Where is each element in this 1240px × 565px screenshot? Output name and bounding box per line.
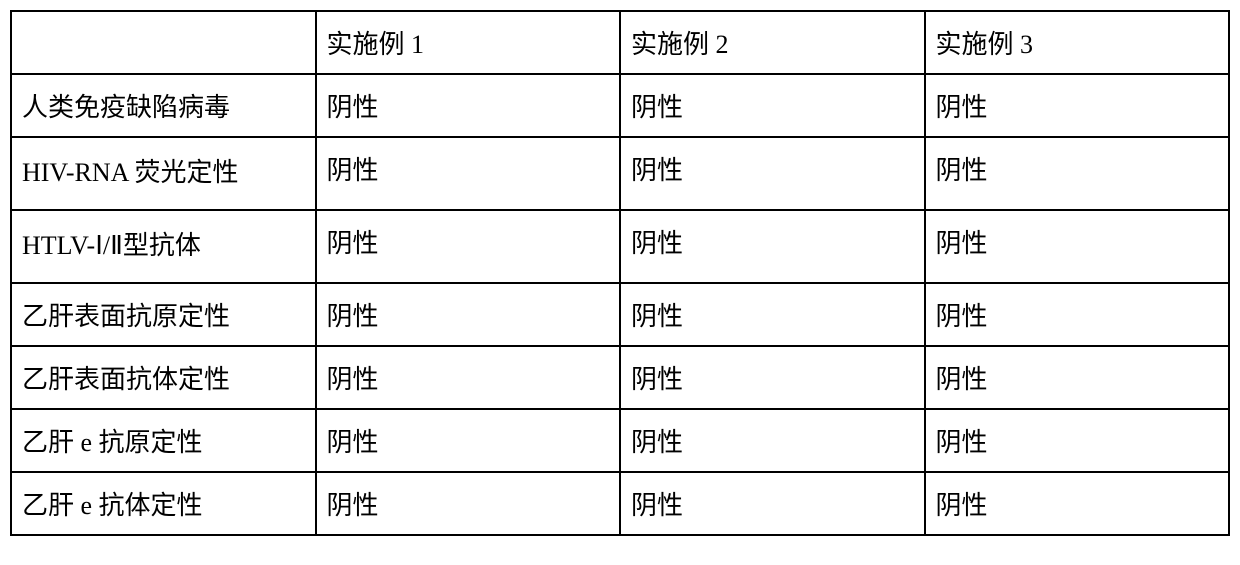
row-value: 阴性 <box>925 283 1230 346</box>
table-row: 乙肝表面抗体定性 阴性 阴性 阴性 <box>11 346 1229 409</box>
row-value: 阴性 <box>316 283 621 346</box>
row-label: HTLV-Ⅰ/Ⅱ型抗体 <box>11 210 316 283</box>
row-value: 阴性 <box>316 210 621 283</box>
table-body: 实施例 1 实施例 2 实施例 3 人类免疫缺陷病毒 阴性 阴性 阴性 HIV-… <box>11 11 1229 535</box>
row-label: 乙肝表面抗体定性 <box>11 346 316 409</box>
header-cell-empty <box>11 11 316 74</box>
row-value: 阴性 <box>925 472 1230 535</box>
row-value: 阴性 <box>620 210 925 283</box>
row-value: 阴性 <box>316 472 621 535</box>
row-label: HIV-RNA 荧光定性 <box>11 137 316 210</box>
row-value: 阴性 <box>925 346 1230 409</box>
table-row: 乙肝 e 抗体定性 阴性 阴性 阴性 <box>11 472 1229 535</box>
table-row: 乙肝表面抗原定性 阴性 阴性 阴性 <box>11 283 1229 346</box>
row-value: 阴性 <box>620 137 925 210</box>
row-value: 阴性 <box>316 137 621 210</box>
row-label: 人类免疫缺陷病毒 <box>11 74 316 137</box>
row-value: 阴性 <box>620 409 925 472</box>
table-row: HTLV-Ⅰ/Ⅱ型抗体 阴性 阴性 阴性 <box>11 210 1229 283</box>
table-header-row: 实施例 1 实施例 2 实施例 3 <box>11 11 1229 74</box>
row-value: 阴性 <box>925 409 1230 472</box>
row-value: 阴性 <box>925 74 1230 137</box>
row-value: 阴性 <box>620 346 925 409</box>
results-table: 实施例 1 实施例 2 实施例 3 人类免疫缺陷病毒 阴性 阴性 阴性 HIV-… <box>10 10 1230 536</box>
table-row: 乙肝 e 抗原定性 阴性 阴性 阴性 <box>11 409 1229 472</box>
row-label: 乙肝 e 抗原定性 <box>11 409 316 472</box>
header-cell-2: 实施例 2 <box>620 11 925 74</box>
row-value: 阴性 <box>316 346 621 409</box>
row-value: 阴性 <box>925 210 1230 283</box>
table-row: 人类免疫缺陷病毒 阴性 阴性 阴性 <box>11 74 1229 137</box>
row-value: 阴性 <box>316 409 621 472</box>
row-value: 阴性 <box>925 137 1230 210</box>
row-value: 阴性 <box>620 74 925 137</box>
row-label: 乙肝 e 抗体定性 <box>11 472 316 535</box>
row-value: 阴性 <box>620 283 925 346</box>
table-row: HIV-RNA 荧光定性 阴性 阴性 阴性 <box>11 137 1229 210</box>
header-cell-3: 实施例 3 <box>925 11 1230 74</box>
header-cell-1: 实施例 1 <box>316 11 621 74</box>
row-label: 乙肝表面抗原定性 <box>11 283 316 346</box>
row-value: 阴性 <box>316 74 621 137</box>
row-value: 阴性 <box>620 472 925 535</box>
